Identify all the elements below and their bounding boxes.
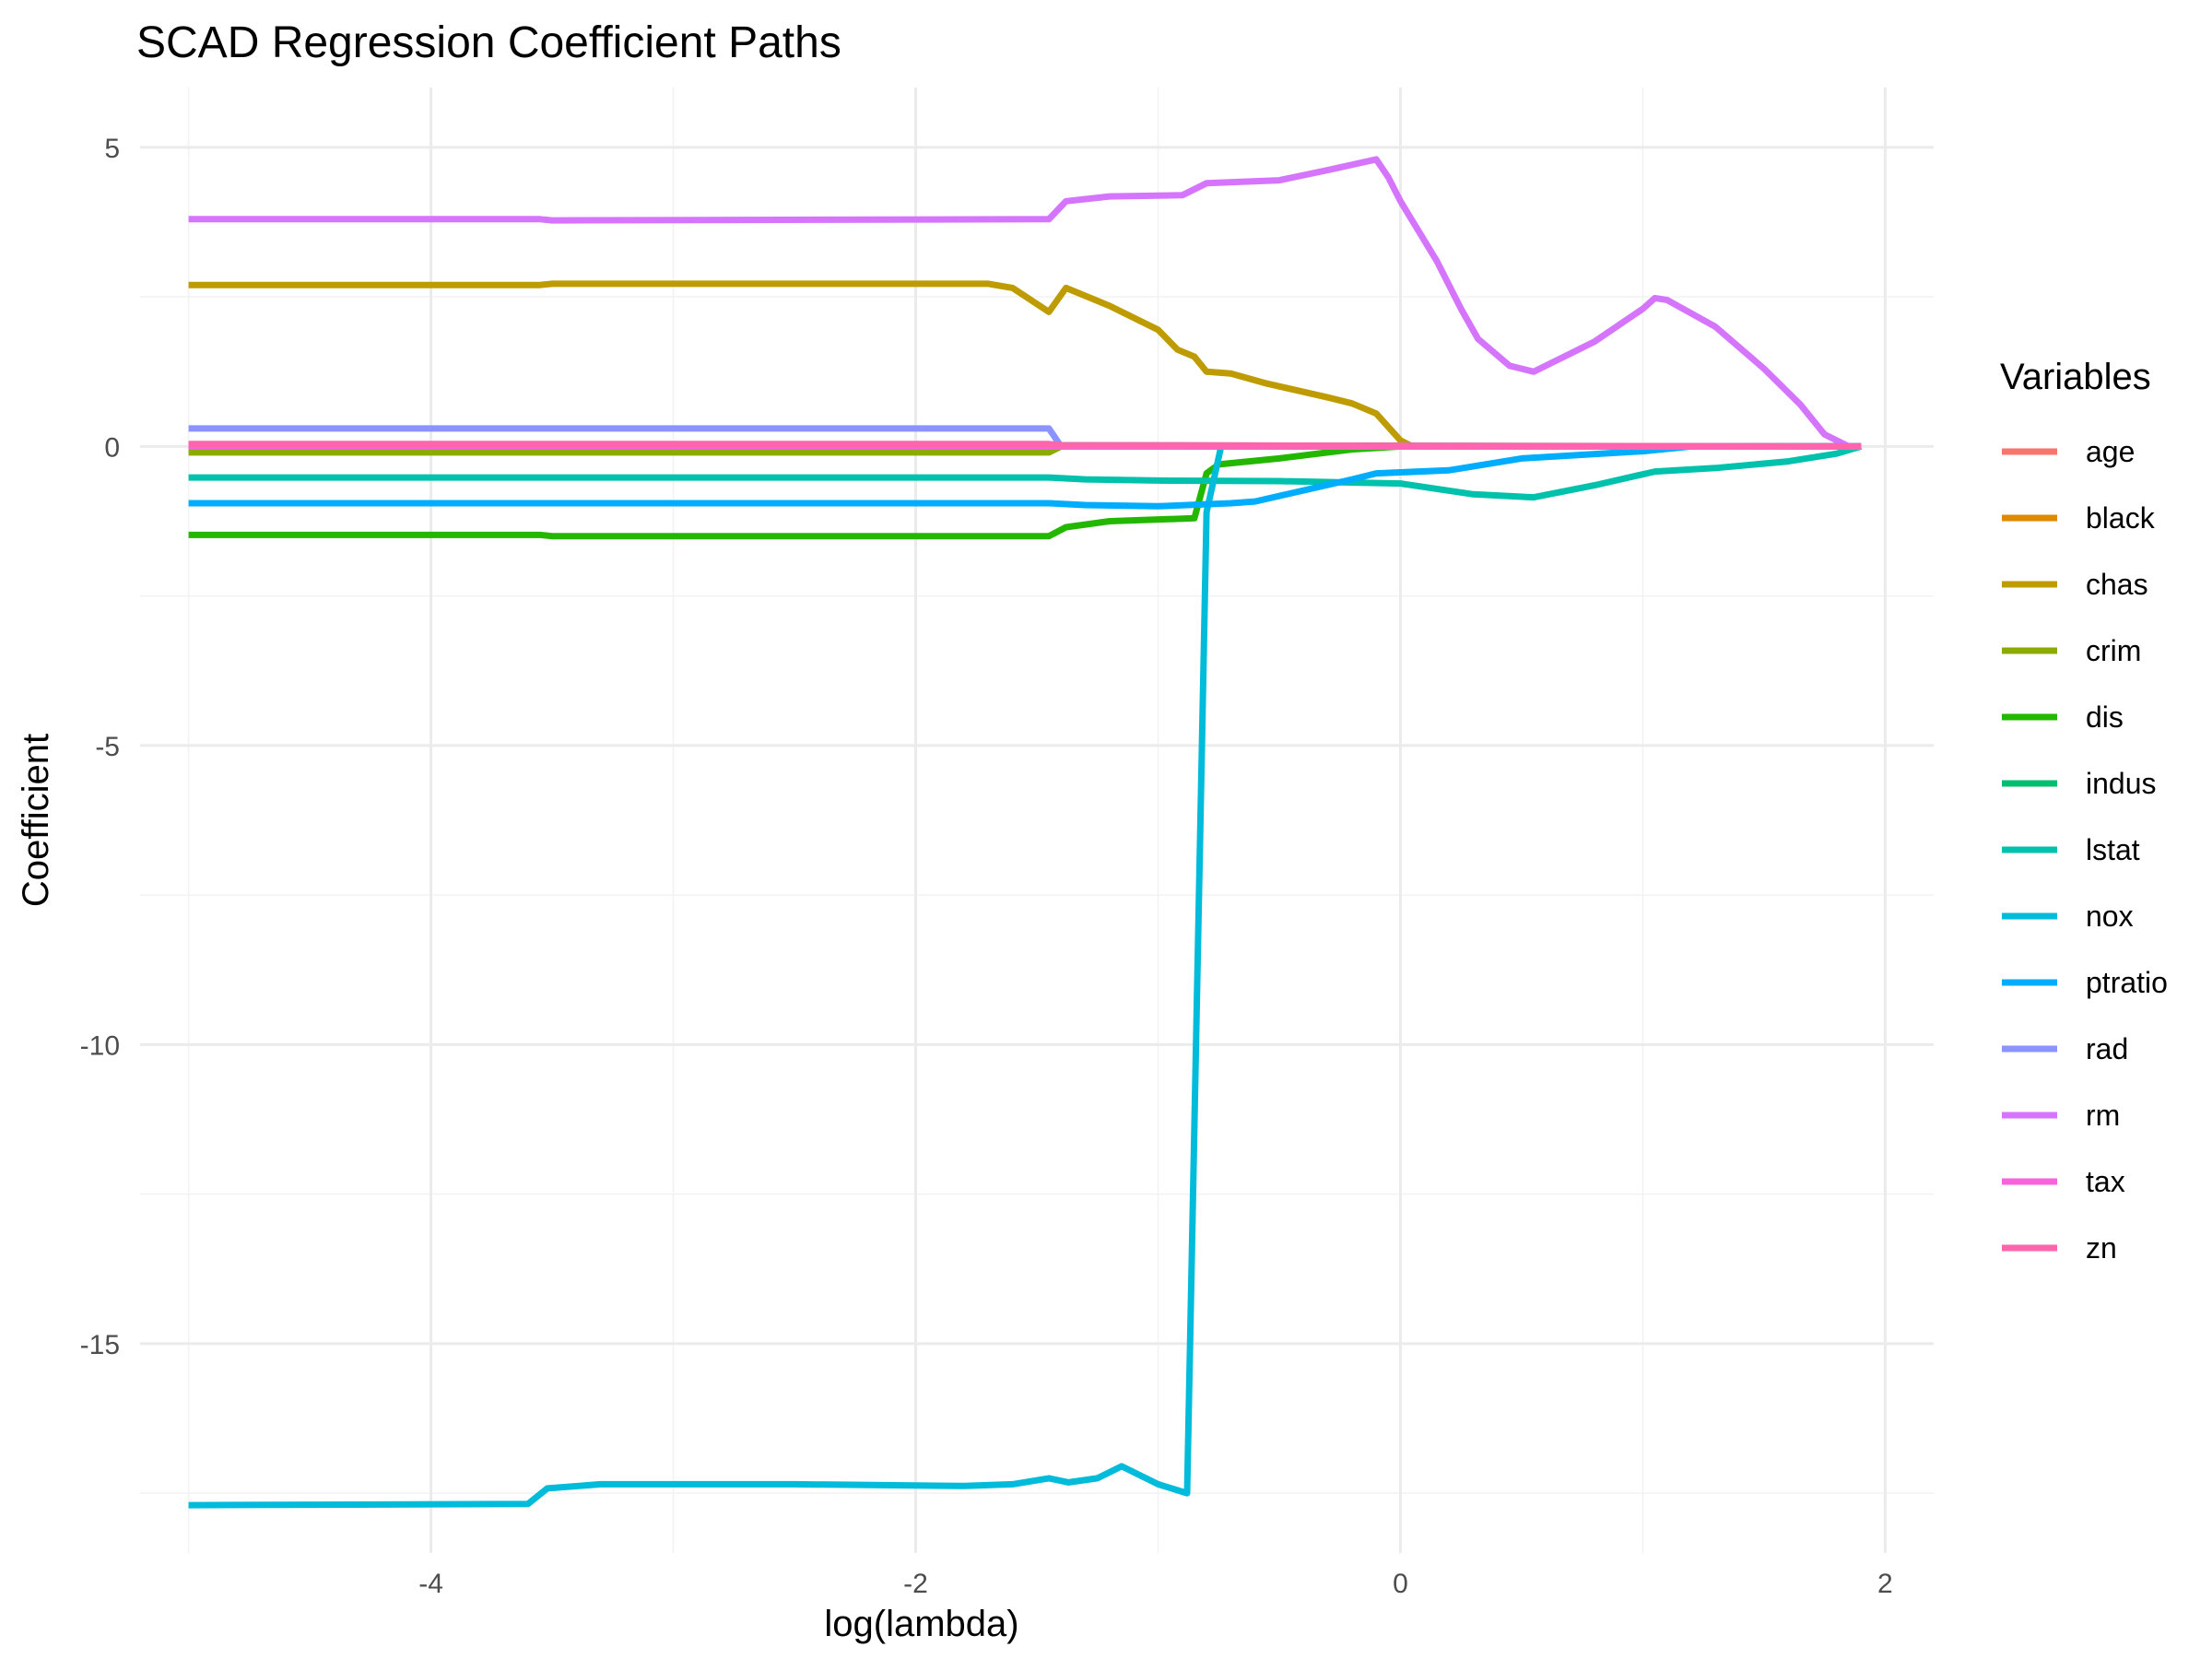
legend-label-crim: crim <box>2086 634 2141 667</box>
x-tick-label: -2 <box>903 1569 928 1599</box>
y-tick-label: -5 <box>95 732 120 762</box>
series-line-dis <box>188 442 1862 540</box>
legend-label-zn: zn <box>2086 1231 2117 1265</box>
series-line-ptratio <box>188 442 1862 510</box>
series-line-chas <box>188 280 1862 450</box>
series-line-rm <box>188 156 1862 450</box>
y-tick-label: 5 <box>104 134 120 164</box>
x-tick-label: 0 <box>1393 1569 1408 1599</box>
legend-label-rad: rad <box>2086 1032 2128 1065</box>
legend: Variables age black chas crim dis indus lstat n… <box>2000 357 2168 1265</box>
y-tick-label: 0 <box>104 432 120 463</box>
chart-title: SCAD Regression Coefficient Paths <box>136 18 841 67</box>
y-axis-ticks: -15 -10 -5 0 5 <box>80 134 120 1360</box>
legend-label-dis: dis <box>2086 700 2124 734</box>
legend-label-lstat: lstat <box>2086 833 2140 866</box>
legend-label-rm: rm <box>2086 1099 2120 1132</box>
series-lines <box>188 156 1863 1509</box>
x-axis-ticks: -4 -2 0 2 <box>418 1569 1893 1599</box>
y-tick-label: -10 <box>80 1030 120 1061</box>
series-line-lstat <box>188 443 1863 501</box>
legend-title: Variables <box>2000 357 2151 397</box>
y-axis-title: Coefficient <box>16 734 56 907</box>
x-tick-label: -4 <box>418 1569 443 1599</box>
y-tick-label: -15 <box>80 1330 120 1360</box>
legend-label-chas: chas <box>2086 568 2148 601</box>
legend-label-black: black <box>2086 501 2156 535</box>
legend-label-age: age <box>2086 435 2135 468</box>
legend-label-nox: nox <box>2086 900 2134 933</box>
x-axis-title: log(lambda) <box>824 1604 1018 1644</box>
legend-label-ptratio: ptratio <box>2086 966 2168 999</box>
series-line-nox <box>188 442 1862 1509</box>
legend-label-indus: indus <box>2086 767 2157 800</box>
series-line-zn <box>188 441 1862 450</box>
x-tick-label: 2 <box>1877 1569 1893 1599</box>
legend-label-tax: tax <box>2086 1165 2125 1198</box>
